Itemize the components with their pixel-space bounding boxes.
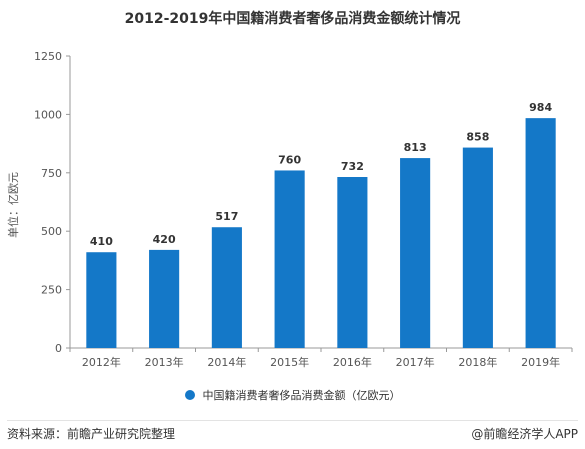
legend-swatch xyxy=(184,390,195,400)
bar xyxy=(337,177,368,348)
bar xyxy=(274,170,305,348)
x-tick-label: 2013年 xyxy=(145,355,184,369)
y-tick-label: 750 xyxy=(41,167,62,180)
y-tick-label: 1000 xyxy=(34,108,62,121)
y-tick-label: 0 xyxy=(55,342,62,355)
x-tick-label: 2014年 xyxy=(207,355,246,369)
x-tick-label: 2017年 xyxy=(396,355,435,369)
x-tick-label: 2012年 xyxy=(82,355,121,369)
bar xyxy=(149,249,180,348)
bar xyxy=(462,147,493,348)
y-axis-label: 单位：亿欧元 xyxy=(6,172,20,238)
bar xyxy=(400,158,431,348)
bar xyxy=(211,227,242,348)
data-label: 420 xyxy=(153,233,176,246)
bar xyxy=(86,252,117,348)
data-label: 813 xyxy=(404,141,427,154)
y-tick-label: 1250 xyxy=(34,50,62,63)
x-tick-label: 2018年 xyxy=(458,355,497,369)
y-tick-label: 500 xyxy=(41,225,62,238)
bars: 410 420 517 760 732 813 858 984 xyxy=(86,101,556,348)
credit-note: @前瞻经济学人APP xyxy=(471,427,578,441)
x-axis: 2012年 2013年 2014年 2015年 2016年 2017年 2018年 2019年 xyxy=(69,347,573,369)
x-tick-label: 2016年 xyxy=(333,355,372,369)
data-label: 858 xyxy=(466,131,489,144)
source-note: 资料来源：前瞻产业研究院整理 xyxy=(7,427,176,441)
data-label: 760 xyxy=(278,153,301,166)
footer: 资料来源：前瞻产业研究院整理 @前瞻经济学人APP xyxy=(7,420,578,443)
data-label: 410 xyxy=(90,235,113,248)
data-label: 984 xyxy=(529,101,552,114)
x-tick-label: 2019年 xyxy=(521,355,560,369)
legend: 中国籍消费者奢侈品消费金额（亿欧元） xyxy=(0,387,585,403)
y-axis: 0 250 500 750 1000 1250 xyxy=(34,50,71,355)
x-tick-label: 2015年 xyxy=(270,355,309,369)
data-label: 732 xyxy=(341,160,364,173)
legend-label: 中国籍消费者奢侈品消费金额（亿欧元） xyxy=(202,389,401,402)
bar xyxy=(525,118,556,348)
y-tick-label: 250 xyxy=(41,284,62,297)
chart-title: 2012-2019年中国籍消费者奢侈品消费金额统计情况 xyxy=(124,11,461,27)
data-label: 517 xyxy=(215,210,238,223)
